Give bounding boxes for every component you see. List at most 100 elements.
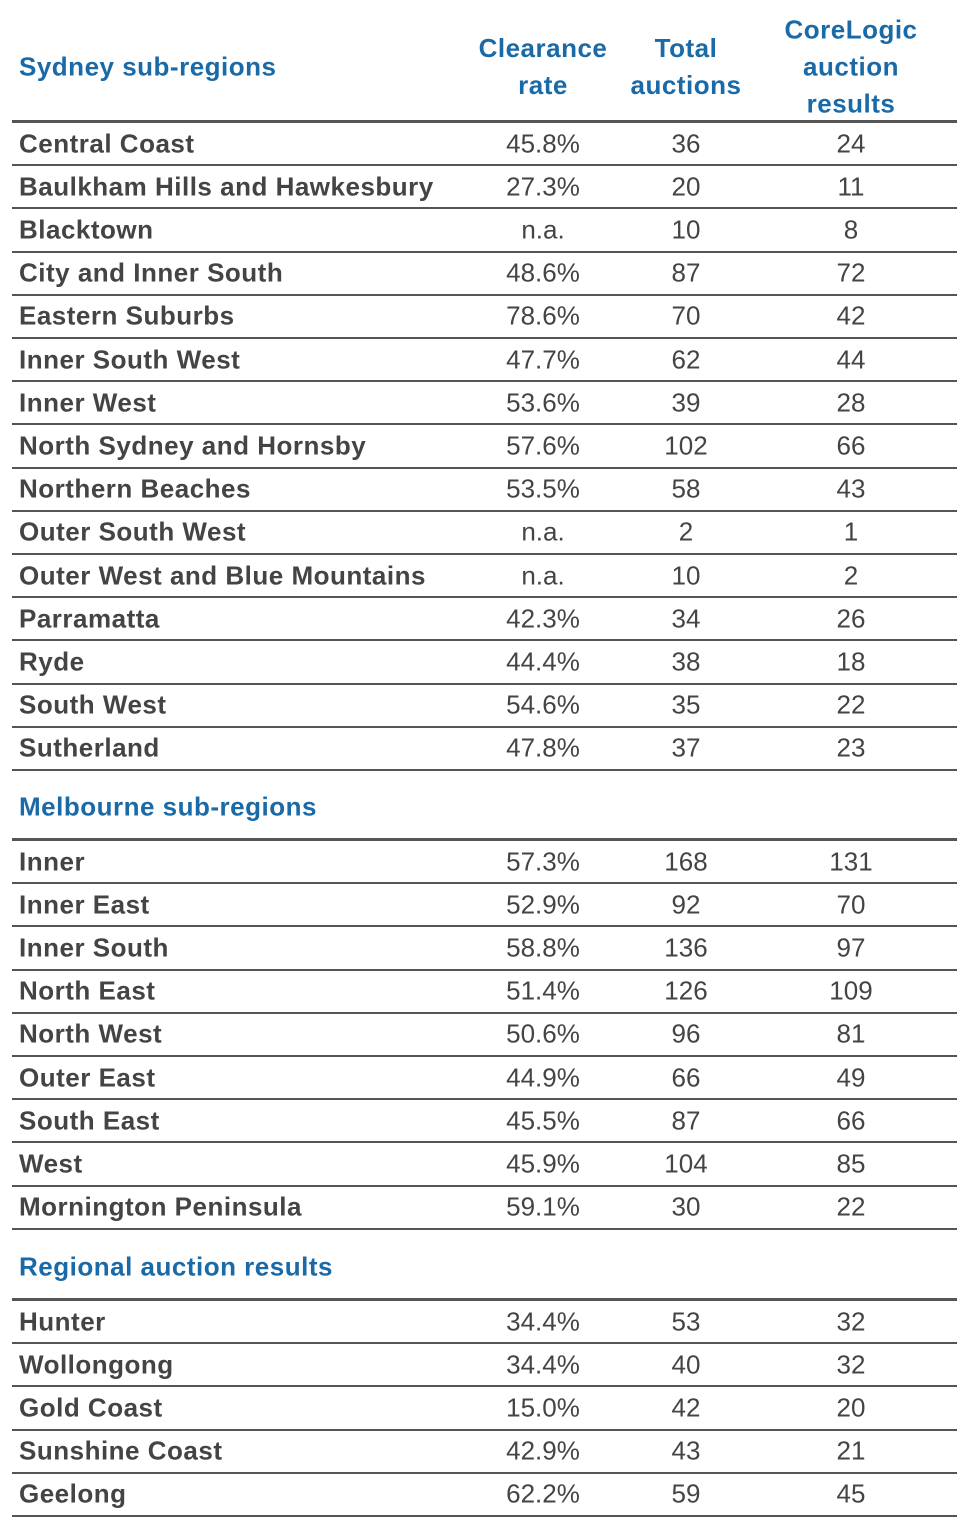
row-rule — [12, 423, 957, 426]
cell-value: 66 — [836, 1105, 866, 1136]
row-rule — [12, 769, 957, 771]
cell-value: 52.9% — [506, 889, 580, 920]
cell-value: 24 — [836, 128, 866, 159]
row-label: North West — [19, 1018, 163, 1049]
cell-value: 59.1% — [506, 1191, 580, 1222]
cell-value: 26 — [836, 603, 866, 634]
column-header: Total auctions — [630, 33, 742, 100]
cell-value: n.a. — [521, 516, 565, 547]
section-rule — [12, 838, 957, 841]
cell-value: 104 — [664, 1148, 708, 1179]
cell-value: 59 — [671, 1478, 701, 1509]
cell-value: 44 — [836, 344, 866, 375]
cell-value: 22 — [836, 689, 866, 720]
cell-value: 109 — [829, 975, 873, 1006]
section-rule — [12, 120, 957, 123]
cell-value: 34.4% — [506, 1349, 580, 1380]
row-rule — [12, 250, 957, 253]
cell-value: 54.6% — [506, 689, 580, 720]
row-rule — [12, 682, 957, 685]
row-rule — [12, 466, 957, 469]
cell-value: 58 — [671, 473, 701, 504]
cell-value: 22 — [836, 1191, 866, 1222]
cell-value: 126 — [664, 975, 708, 1006]
cell-value: 32 — [836, 1349, 866, 1380]
cell-value: 42 — [671, 1392, 701, 1423]
cell-value: 45.8% — [506, 128, 580, 159]
cell-value: 36 — [671, 128, 701, 159]
row-label: North Sydney and Hornsby — [19, 430, 367, 461]
row-rule — [12, 1011, 957, 1014]
cell-value: 70 — [836, 889, 866, 920]
cell-value: 62 — [671, 344, 701, 375]
cell-value: 57.6% — [506, 430, 580, 461]
row-label: Hunter — [19, 1306, 106, 1337]
row-rule — [12, 293, 957, 296]
cell-value: 42 — [836, 300, 866, 331]
cell-value: 43 — [671, 1435, 701, 1466]
row-rule — [12, 509, 957, 512]
cell-value: 49 — [836, 1062, 866, 1093]
cell-value: 39 — [671, 387, 701, 418]
cell-value: 66 — [671, 1062, 701, 1093]
row-label: Blacktown — [19, 214, 154, 245]
cell-value: 136 — [664, 932, 708, 963]
cell-value: 20 — [671, 171, 701, 202]
cell-value: 44.4% — [506, 646, 580, 677]
row-label: Geelong — [19, 1478, 127, 1509]
row-label: Sunshine Coast — [19, 1435, 223, 1466]
cell-value: 20 — [836, 1392, 866, 1423]
row-rule — [12, 1227, 957, 1230]
row-rule — [12, 639, 957, 642]
cell-value: 78.6% — [506, 300, 580, 331]
row-label: Eastern Suburbs — [19, 300, 235, 331]
row-rule — [12, 207, 957, 210]
cell-value: 85 — [836, 1148, 866, 1179]
cell-value: n.a. — [521, 560, 565, 591]
cell-value: 96 — [671, 1018, 701, 1049]
row-label: Outer East — [19, 1062, 156, 1093]
cell-value: 45.5% — [506, 1105, 580, 1136]
cell-value: 42.9% — [506, 1435, 580, 1466]
cell-value: 2 — [843, 560, 859, 591]
row-rule — [12, 1515, 957, 1517]
row-rule — [12, 725, 957, 728]
row-label: South West — [19, 689, 167, 720]
column-header: CoreLogic auction results — [784, 14, 918, 119]
row-label: Parramatta — [19, 603, 160, 634]
row-rule — [12, 1098, 957, 1101]
cell-value: 8 — [843, 214, 859, 245]
section-rule — [12, 1298, 957, 1301]
cell-value: 45 — [836, 1478, 866, 1509]
cell-value: 18 — [836, 646, 866, 677]
row-label: Outer South West — [19, 516, 247, 547]
row-label: Inner East — [19, 889, 150, 920]
cell-value: 42.3% — [506, 603, 580, 634]
row-rule — [12, 596, 957, 599]
cell-value: 47.7% — [506, 344, 580, 375]
cell-value: 102 — [664, 430, 708, 461]
row-rule — [12, 925, 957, 928]
cell-value: 58.8% — [506, 932, 580, 963]
column-header: Clearance rate — [478, 33, 608, 100]
row-rule — [12, 337, 957, 339]
row-label: Sutherland — [19, 732, 160, 763]
row-rule — [12, 1342, 957, 1345]
cell-value: 2 — [678, 516, 694, 547]
cell-value: 131 — [829, 846, 873, 877]
row-label: West — [19, 1148, 83, 1179]
cell-value: 30 — [671, 1191, 701, 1222]
cell-value: 34 — [671, 603, 701, 634]
cell-value: 51.4% — [506, 975, 580, 1006]
cell-value: 47.8% — [506, 732, 580, 763]
row-rule — [12, 164, 957, 167]
cell-value: 1 — [843, 516, 859, 547]
cell-value: 53.6% — [506, 387, 580, 418]
row-label: Inner West — [19, 387, 157, 418]
row-rule — [12, 380, 957, 383]
row-label: Baulkham Hills and Hawkesbury — [19, 171, 434, 202]
cell-value: 10 — [671, 560, 701, 591]
cell-value: 40 — [671, 1349, 701, 1380]
cell-value: 44.9% — [506, 1062, 580, 1093]
